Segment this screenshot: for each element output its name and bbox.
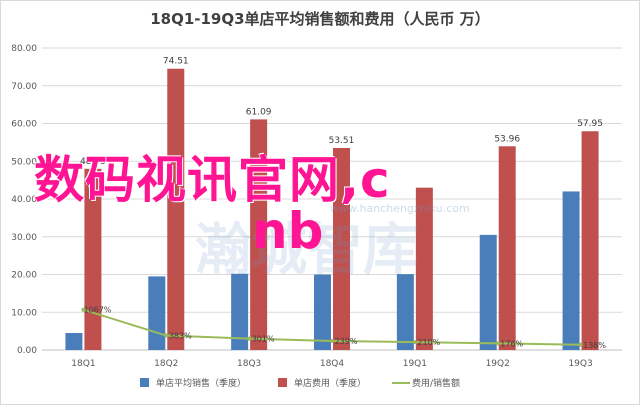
x-tick-label: 18Q4 [320, 359, 345, 369]
x-tick-label: 18Q1 [71, 359, 95, 369]
bar-data-label: 74.51 [163, 57, 189, 67]
bar-data-label: 53.96 [494, 134, 520, 144]
line-point [247, 336, 252, 341]
line-point [412, 340, 417, 345]
line-data-label: 239% [335, 337, 358, 346]
y-tick-label: 80.00 [11, 44, 37, 54]
bar [148, 276, 166, 350]
bar [84, 168, 102, 350]
bar-data-label: 61.09 [246, 107, 272, 117]
x-tick-label: 18Q2 [154, 359, 178, 369]
line-data-label: 1067% [83, 306, 111, 315]
y-tick-label: 10.00 [11, 308, 37, 318]
legend-label: 费用/销售额 [412, 377, 460, 389]
line-point [164, 333, 169, 338]
bar [479, 234, 497, 350]
bar [250, 119, 268, 350]
y-tick-label: 20.00 [11, 271, 37, 281]
legend-swatch [140, 378, 149, 387]
x-tick-label: 19Q3 [568, 359, 592, 369]
line-data-label: 301% [252, 335, 275, 344]
bar [231, 273, 249, 350]
x-tick-label: 18Q3 [237, 359, 261, 369]
bar [314, 274, 331, 350]
bar [167, 68, 185, 351]
y-tick-label: 40.00 [11, 195, 37, 205]
y-tick-label: 0.00 [17, 346, 37, 356]
bar [65, 333, 83, 350]
line-data-label: 210% [417, 338, 440, 347]
bar-data-label: 48.63 [80, 157, 106, 167]
line-data-label: 138% [583, 341, 606, 350]
y-tick-label: 70.00 [11, 82, 37, 92]
y-tick-label: 60.00 [11, 120, 37, 130]
line-point [495, 341, 500, 346]
bar [396, 274, 414, 350]
line-point [330, 338, 334, 343]
legend-label: 单店费用（季度） [294, 377, 366, 389]
legend-swatch [278, 378, 287, 387]
bar-data-label: 57.95 [577, 119, 603, 129]
bar [415, 187, 433, 350]
line-data-label: 383% [169, 332, 192, 341]
y-tick-label: 30.00 [11, 233, 37, 243]
legend-label: 单店平均销售（季度） [156, 377, 246, 389]
bar [498, 146, 516, 350]
line-point [81, 307, 86, 312]
line-data-label: 176% [500, 339, 523, 348]
line-point [578, 342, 583, 347]
bar-data-label: 53.51 [329, 136, 355, 146]
bar [333, 147, 350, 350]
chart-title: 18Q1-19Q3单店平均销售额和费用（人民币 万） [150, 10, 490, 28]
bar [581, 131, 599, 350]
bar [562, 191, 580, 350]
x-tick-label: 19Q1 [403, 359, 427, 369]
x-tick-label: 19Q2 [486, 359, 510, 369]
y-tick-label: 50.00 [11, 157, 37, 167]
